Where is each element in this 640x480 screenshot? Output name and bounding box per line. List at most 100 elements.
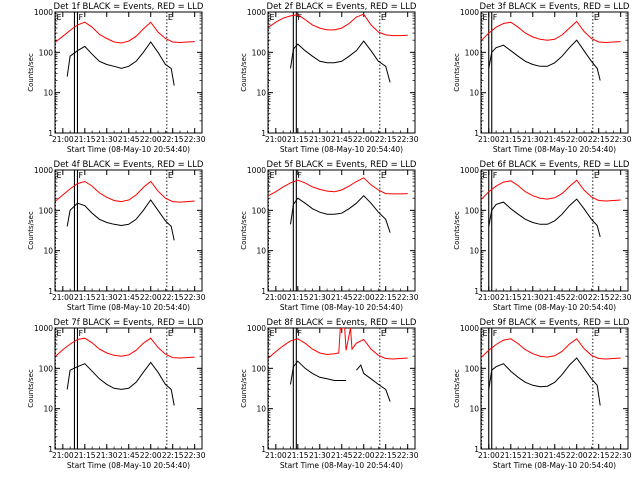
x-tick-label: 21:15 bbox=[287, 451, 309, 460]
y-tick-label: 1000 bbox=[460, 8, 479, 17]
event-marker-label: F bbox=[297, 171, 302, 180]
x-tick-label: 22:15 bbox=[588, 135, 610, 144]
event-marker-label: F bbox=[493, 329, 498, 338]
x-tick-label: 21:45 bbox=[331, 293, 353, 302]
x-tick-label: 22:15 bbox=[162, 451, 184, 460]
x-axis-caption: Start Time (08-May-10 20:54:40) bbox=[280, 303, 403, 312]
x-tick-label: 21:00 bbox=[52, 451, 74, 460]
x-tick-label: 21:00 bbox=[478, 293, 500, 302]
y-tick-label: 1 bbox=[48, 445, 53, 454]
y-tick-label: 1 bbox=[48, 129, 53, 138]
x-tick-label: 21:30 bbox=[309, 135, 331, 144]
x-axis-caption: Start Time (08-May-10 20:54:40) bbox=[67, 303, 190, 312]
y-tick-label: 100 bbox=[39, 48, 54, 57]
x-tick-label: 21:15 bbox=[74, 293, 96, 302]
y-tick-label: 1 bbox=[48, 287, 53, 296]
event-marker-label: F bbox=[297, 329, 302, 338]
panel-det-4: Det 4f BLACK = Events, RED = LLD 1 10 100 10… bbox=[27, 160, 206, 312]
x-tick-label: 21:30 bbox=[309, 451, 331, 460]
x-tick-label: 21:15 bbox=[74, 451, 96, 460]
event-marker-label: E bbox=[482, 171, 487, 180]
y-axis-label: Counts/sec bbox=[453, 53, 461, 92]
event-marker-label: F bbox=[493, 13, 498, 22]
lld-series-line bbox=[55, 21, 195, 44]
x-tick-label: 21:30 bbox=[96, 135, 118, 144]
panel-title: Det 6f BLACK = Events, RED = LLD bbox=[480, 160, 630, 170]
lld-series-line bbox=[55, 180, 195, 203]
event-marker-label: E bbox=[269, 171, 274, 180]
lld-series-line bbox=[55, 337, 195, 359]
y-tick-label: 1000 bbox=[247, 166, 266, 175]
x-tick-label: 22:30 bbox=[610, 135, 632, 144]
y-tick-label: 10 bbox=[43, 247, 53, 256]
y-tick-label: 1000 bbox=[34, 8, 53, 17]
x-tick-label: 22:15 bbox=[588, 293, 610, 302]
x-axis-caption: Start Time (08-May-10 20:54:40) bbox=[67, 145, 190, 154]
event-marker-label: E bbox=[269, 329, 274, 338]
y-axis-label: Counts/sec bbox=[453, 369, 461, 408]
x-tick-label: 21:00 bbox=[478, 451, 500, 460]
panel-title: Det 4f BLACK = Events, RED = LLD bbox=[54, 160, 204, 170]
event-marker-label: E bbox=[482, 13, 487, 22]
y-tick-label: 1000 bbox=[34, 166, 53, 175]
events-series-line bbox=[66, 199, 175, 241]
x-tick-label: 21:30 bbox=[309, 293, 331, 302]
x-tick-label: 22:15 bbox=[375, 451, 397, 460]
event-marker-label: E bbox=[269, 13, 274, 22]
y-axis-label: Counts/sec bbox=[240, 211, 248, 250]
event-marker-label: E bbox=[381, 13, 386, 22]
panel-det-6: Det 6f BLACK = Events, RED = LLD 1 10 100 10… bbox=[453, 160, 632, 312]
y-tick-label: 1000 bbox=[34, 324, 53, 333]
lld-series-line bbox=[268, 13, 408, 37]
y-tick-label: 1 bbox=[261, 287, 266, 296]
x-axis-caption: Start Time (08-May-10 20:54:40) bbox=[280, 461, 403, 470]
y-tick-label: 100 bbox=[252, 206, 267, 215]
x-tick-label: 22:00 bbox=[353, 293, 375, 302]
x-tick-label: 21:45 bbox=[118, 135, 140, 144]
y-axis-label: Counts/sec bbox=[27, 53, 35, 92]
panel-det-9: Det 9f BLACK = Events, RED = LLD 1 10 100 10… bbox=[453, 318, 632, 470]
y-tick-label: 10 bbox=[469, 247, 479, 256]
x-tick-label: 21:00 bbox=[265, 135, 287, 144]
event-marker-label: F bbox=[493, 171, 498, 180]
lld-series-line bbox=[268, 177, 408, 197]
event-marker-label: E bbox=[168, 329, 173, 338]
panel-title: Det 3f BLACK = Events, RED = LLD bbox=[480, 2, 630, 12]
y-axis-label: Counts/sec bbox=[240, 53, 248, 92]
x-axis-caption: Start Time (08-May-10 20:54:40) bbox=[493, 303, 616, 312]
panel-det-8: Det 8f BLACK = Events, RED = LLD 1 10 100 10… bbox=[240, 318, 419, 470]
events-series-line bbox=[488, 198, 601, 238]
y-tick-label: 100 bbox=[465, 48, 480, 57]
x-tick-label: 21:15 bbox=[287, 293, 309, 302]
event-marker-label: F bbox=[78, 171, 83, 180]
panel-title: Det 1f BLACK = Events, RED = LLD bbox=[54, 2, 204, 12]
x-tick-label: 21:30 bbox=[522, 293, 544, 302]
x-tick-label: 21:00 bbox=[52, 135, 74, 144]
x-tick-label: 21:45 bbox=[118, 293, 140, 302]
events-series-line bbox=[488, 39, 601, 81]
panel-title: Det 2f BLACK = Events, RED = LLD bbox=[267, 2, 417, 12]
x-tick-label: 21:45 bbox=[118, 451, 140, 460]
y-tick-label: 1000 bbox=[460, 324, 479, 333]
x-tick-label: 21:15 bbox=[500, 135, 522, 144]
panel-title: Det 5f BLACK = Events, RED = LLD bbox=[267, 160, 417, 170]
x-tick-label: 21:00 bbox=[52, 293, 74, 302]
y-tick-label: 10 bbox=[43, 89, 53, 98]
y-tick-label: 100 bbox=[252, 364, 267, 373]
lld-series-line bbox=[268, 328, 408, 360]
events-series-line bbox=[290, 360, 391, 402]
y-axis-label: Counts/sec bbox=[453, 211, 461, 250]
x-tick-label: 22:15 bbox=[162, 135, 184, 144]
lld-series-line bbox=[481, 179, 621, 202]
lld-series-line bbox=[481, 20, 621, 44]
x-tick-label: 21:30 bbox=[522, 135, 544, 144]
event-marker-label: E bbox=[56, 171, 61, 180]
y-tick-label: 1 bbox=[261, 445, 266, 454]
panel-det-1: Det 1f BLACK = Events, RED = LLD 1 10 100 10… bbox=[27, 2, 206, 154]
x-tick-label: 21:45 bbox=[544, 135, 566, 144]
x-tick-label: 21:15 bbox=[500, 293, 522, 302]
y-tick-label: 1 bbox=[474, 287, 479, 296]
event-marker-label: F bbox=[297, 13, 302, 22]
x-tick-label: 22:30 bbox=[184, 293, 206, 302]
